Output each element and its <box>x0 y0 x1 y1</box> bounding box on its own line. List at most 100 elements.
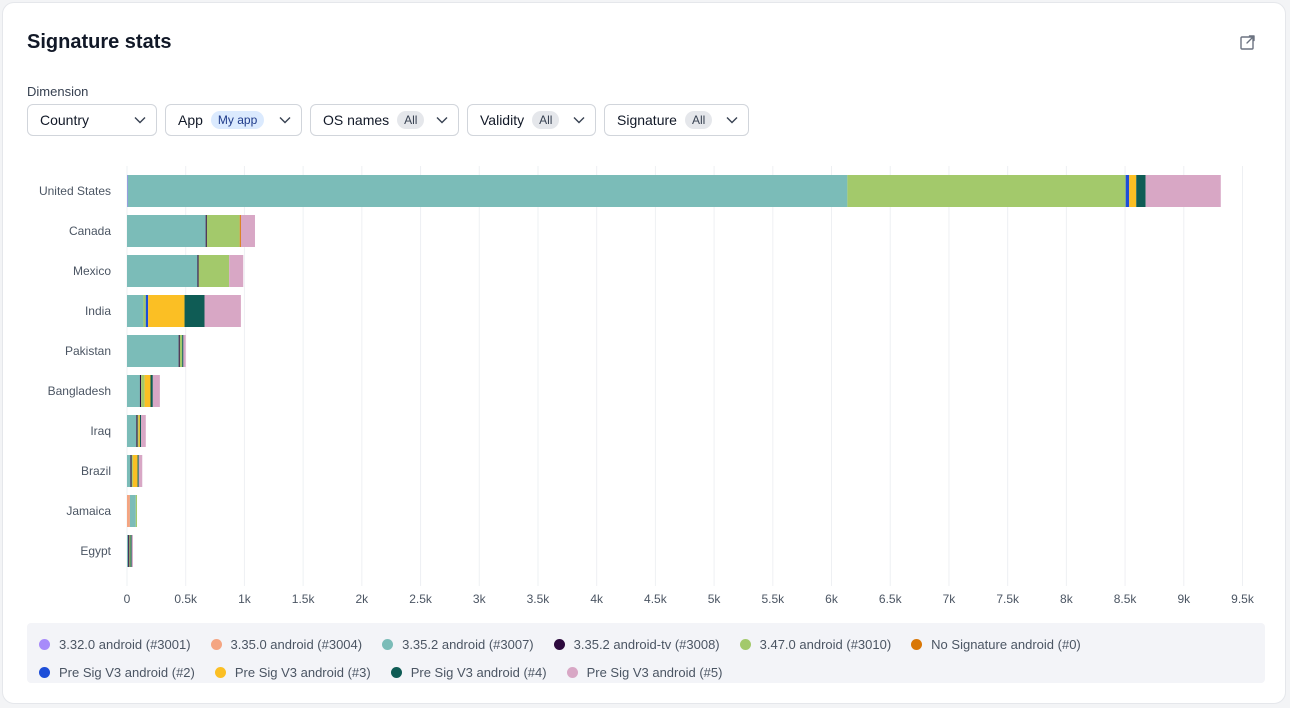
bar-segment[interactable] <box>179 335 183 367</box>
bar-segment[interactable] <box>127 415 137 447</box>
bar-segment[interactable] <box>1136 175 1146 207</box>
validity-filter-value: All <box>532 111 560 129</box>
legend-swatch <box>739 638 751 650</box>
bar-segment[interactable] <box>144 375 151 407</box>
x-tick-label: 1k <box>238 592 252 606</box>
app-filter[interactable]: App My app <box>165 104 302 136</box>
bar-segment[interactable] <box>1129 175 1137 207</box>
legend-item[interactable]: 3.35.2 android (#3007) <box>382 637 534 652</box>
bar-segment[interactable] <box>205 215 207 247</box>
stacked-bar-chart: 0 0.5k 1k 1.5k 2k 2.5k 3k 3.5k 4k 4.5k 5k 5.5k 6k 6.5… <box>39 166 1255 606</box>
bar-segment[interactable] <box>198 255 230 287</box>
signature-filter[interactable]: Signature All <box>604 104 749 136</box>
bar-segment[interactable] <box>183 335 186 367</box>
bar-segment[interactable] <box>152 375 160 407</box>
bar-segment[interactable] <box>141 415 146 447</box>
bar-segment[interactable] <box>139 415 142 447</box>
legend-swatch <box>39 638 50 650</box>
chevron-down-icon <box>726 116 738 124</box>
bar-segment[interactable] <box>130 535 132 567</box>
legend-label: 3.47.0 android (#3010) <box>759 636 892 652</box>
bar-segment[interactable] <box>128 535 130 567</box>
bar-segment[interactable] <box>127 495 130 527</box>
legend-label: Pre Sig V3 android (#3) <box>234 664 371 680</box>
x-tick-label: 6k <box>825 592 839 606</box>
legend-item[interactable]: 3.35.2 android-tv (#3008) <box>553 636 720 652</box>
legend-swatch <box>911 638 923 650</box>
chevron-down-icon <box>436 116 448 124</box>
bar-segment[interactable] <box>182 335 184 367</box>
y-tick-label: United States <box>39 184 111 198</box>
bar-segment[interactable] <box>138 415 140 447</box>
bar-segment[interactable] <box>143 295 146 327</box>
x-tick-label: 5k <box>708 592 722 606</box>
bar-segment[interactable] <box>145 295 149 327</box>
dimension-select[interactable]: Country <box>27 104 157 136</box>
bar-segment[interactable] <box>129 495 136 527</box>
bar-segment[interactable] <box>130 455 132 487</box>
legend-item[interactable]: 3.32.0 android (#3001) <box>39 637 191 652</box>
validity-filter-label: Validity <box>480 112 525 128</box>
bar-segment[interactable] <box>1145 175 1221 207</box>
open-external-icon[interactable] <box>1237 31 1259 53</box>
legend-swatch <box>214 666 226 678</box>
legend-label: Pre Sig V3 android (#5) <box>586 664 723 680</box>
bar-segment[interactable] <box>127 295 144 327</box>
y-tick-label: Brazil <box>81 464 111 478</box>
bar-segment[interactable] <box>150 375 153 407</box>
bar-segment[interactable] <box>197 255 199 287</box>
bar-segment[interactable] <box>138 455 143 487</box>
bar-segment[interactable] <box>135 495 138 527</box>
bar-segment[interactable] <box>141 375 145 407</box>
bar-segment[interactable] <box>137 455 139 487</box>
bar-segment[interactable] <box>240 215 255 247</box>
legend-item[interactable]: 3.47.0 android (#3010) <box>739 636 892 652</box>
legend-label: Pre Sig V3 android (#4) <box>410 664 547 680</box>
x-tick-label: 4.5k <box>644 592 668 606</box>
bar-segment[interactable] <box>127 335 179 367</box>
legend-swatch <box>382 638 394 650</box>
bar-segment[interactable] <box>239 215 241 247</box>
legend-item[interactable]: 3.35.0 android (#3004) <box>210 637 362 652</box>
os-names-filter[interactable]: OS names All <box>310 104 459 136</box>
bar-segment[interactable] <box>847 175 1126 207</box>
bar-segment[interactable] <box>178 335 180 367</box>
bar-segment[interactable] <box>206 215 240 247</box>
bar-segment[interactable] <box>127 455 131 487</box>
bar-segment[interactable] <box>132 455 138 487</box>
legend-item[interactable]: Pre Sig V3 android (#5) <box>566 664 723 680</box>
bar-segment[interactable] <box>204 295 241 327</box>
app-filter-value: My app <box>210 111 265 129</box>
bar-segment[interactable] <box>131 455 133 487</box>
bar-segment[interactable] <box>148 295 185 327</box>
bar-segment[interactable] <box>127 375 140 407</box>
chevron-down-icon <box>134 116 146 124</box>
bar-segment[interactable] <box>127 255 198 287</box>
y-tick-label: Mexico <box>73 264 111 278</box>
bar-segment[interactable] <box>137 415 139 447</box>
bar-segment[interactable] <box>127 215 206 247</box>
bar-segment[interactable] <box>129 535 131 567</box>
x-tick-label: 0 <box>124 592 131 606</box>
legend-label: 3.35.2 android-tv (#3008) <box>573 636 720 652</box>
bar-segment[interactable] <box>127 535 129 567</box>
bar-segment[interactable] <box>136 415 138 447</box>
legend-item[interactable]: Pre Sig V3 android (#4) <box>390 664 547 680</box>
legend-item[interactable]: Pre Sig V3 android (#2) <box>39 665 195 680</box>
x-tick-label: 1.5k <box>292 592 316 606</box>
bar-segment[interactable] <box>1125 175 1130 207</box>
os-filter-label: OS names <box>323 112 390 128</box>
legend-swatch <box>210 638 222 650</box>
bar-segment[interactable] <box>131 535 133 567</box>
bar-segment[interactable] <box>127 175 848 207</box>
validity-filter[interactable]: Validity All <box>467 104 596 136</box>
bar-segment[interactable] <box>139 375 142 407</box>
legend-item[interactable]: Pre Sig V3 android (#3) <box>214 664 371 680</box>
page-title: Signature stats <box>27 31 172 53</box>
chart-legend: 3.32.0 android (#3001) 3.35.0 android (#3… <box>27 623 1265 683</box>
x-tick-label: 4k <box>590 592 604 606</box>
bar-segment[interactable] <box>229 255 244 287</box>
legend-item[interactable]: No Signature android (#0) <box>911 637 1081 652</box>
bar-segment[interactable] <box>184 295 205 327</box>
x-tick-label: 8.5k <box>1114 592 1138 606</box>
